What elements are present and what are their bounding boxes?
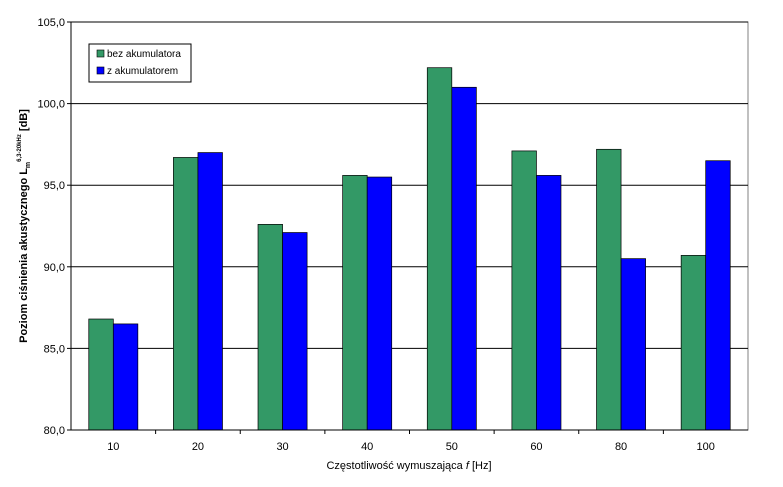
y-tick-label: 100,0 bbox=[37, 99, 65, 111]
bar-bez-akumulatora-80 bbox=[596, 148, 622, 431]
bar-z-akumulatorem-100 bbox=[705, 160, 731, 431]
x-tick-label: 80 bbox=[615, 441, 627, 453]
x-tick-label: 50 bbox=[446, 441, 458, 453]
bar-bez-akumulatora-40 bbox=[342, 175, 368, 431]
legend-label-1: bez akumulatora bbox=[107, 49, 181, 60]
bar-bez-akumulatora-10 bbox=[88, 318, 114, 431]
bar-bez-akumulatora-20 bbox=[173, 157, 199, 431]
x-tick-label: 60 bbox=[530, 441, 542, 453]
bar-bez-akumulatora-30 bbox=[257, 224, 283, 431]
bar-z-akumulatorem-50 bbox=[451, 86, 477, 431]
plot-area bbox=[70, 21, 749, 431]
x-tick-labels: 10 20 30 40 50 60 80 100 bbox=[107, 441, 715, 453]
x-tick-label: 100 bbox=[697, 441, 715, 453]
legend-box bbox=[88, 43, 192, 83]
y-tick-label: 80,0 bbox=[44, 425, 65, 437]
legend-swatch-2 bbox=[96, 66, 105, 75]
bar-z-akumulatorem-20 bbox=[197, 152, 223, 431]
y-tick-label: 105,0 bbox=[37, 17, 65, 29]
bar-z-akumulatorem-80 bbox=[620, 258, 646, 431]
x-tick-label: 30 bbox=[276, 441, 288, 453]
bar-bez-akumulatora-100 bbox=[680, 255, 707, 431]
y-axis-title: Poziom ciśnienia akustycznego Lm6,3-20kH… bbox=[17, 109, 32, 343]
axes bbox=[67, 21, 748, 434]
legend-swatch-1 bbox=[96, 49, 105, 58]
bar-z-akumulatorem-30 bbox=[282, 232, 308, 431]
bar-bez-akumulatora-50 bbox=[426, 67, 453, 431]
bar-z-akumulatorem-40 bbox=[366, 176, 393, 431]
y-tick-label: 85,0 bbox=[44, 343, 65, 355]
bar-z-akumulatorem-10 bbox=[112, 323, 139, 431]
x-tick-label: 20 bbox=[192, 441, 204, 453]
y-tick-label: 90,0 bbox=[44, 262, 65, 274]
legend: bez akumulatora z akumulatorem bbox=[88, 43, 192, 83]
x-tick-label: 10 bbox=[107, 441, 119, 453]
legend-label-2: z akumulatorem bbox=[107, 66, 178, 77]
bar-z-akumulatorem-60 bbox=[536, 175, 562, 431]
x-tick-label: 40 bbox=[361, 441, 373, 453]
x-axis-title: Częstotliwość wymuszająca f [Hz] bbox=[326, 460, 491, 472]
y-tick-label: 95,0 bbox=[44, 180, 65, 192]
bar-bez-akumulatora-60 bbox=[511, 150, 537, 431]
y-tick-labels: 80,0 85,0 90,0 95,0 100,0 105,0 bbox=[37, 17, 65, 437]
bars bbox=[88, 67, 731, 431]
